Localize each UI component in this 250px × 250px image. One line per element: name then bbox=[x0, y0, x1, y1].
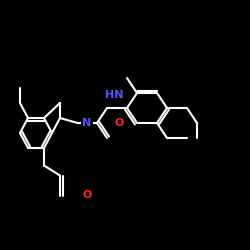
Text: N: N bbox=[82, 118, 92, 128]
Text: HN: HN bbox=[105, 90, 124, 101]
Text: O: O bbox=[82, 190, 92, 200]
Text: O: O bbox=[115, 118, 124, 128]
